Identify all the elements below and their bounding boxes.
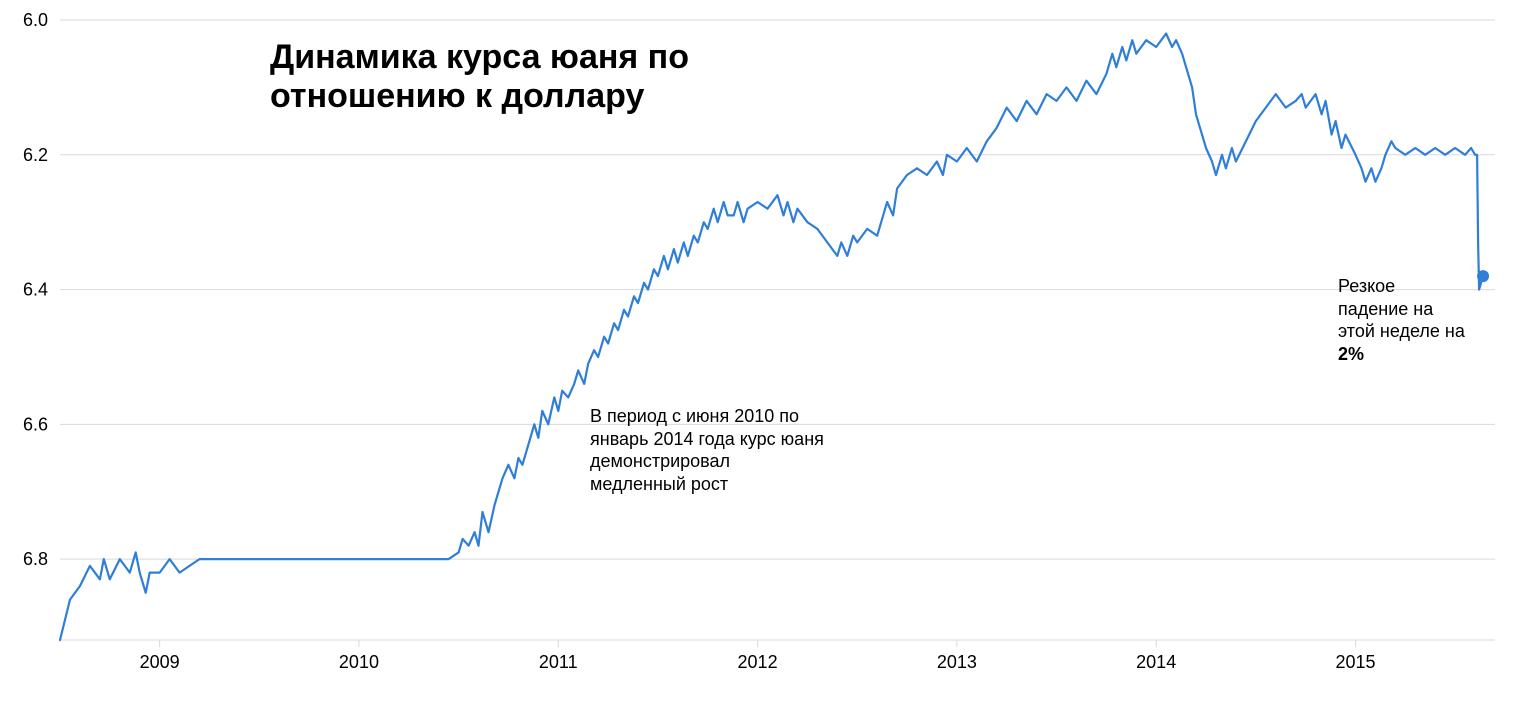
svg-text:2009: 2009	[140, 652, 180, 672]
annotation-growth-text: В период с июня 2010 по январь 2014 года…	[590, 406, 824, 494]
chart-svg: 6.0 6.2 6.4 6.6 6.8 2009 2010 2011 2012 2013 2014 2…	[0, 0, 1520, 705]
annotation-drop-prefix: Резкое падение на этой неделе на	[1338, 276, 1465, 341]
annotation-growth-period: В период с июня 2010 по январь 2014 года…	[590, 405, 830, 495]
svg-text:6.2: 6.2	[23, 145, 48, 165]
svg-text:6.6: 6.6	[23, 414, 48, 434]
svg-text:2011: 2011	[539, 652, 578, 672]
svg-text:2012: 2012	[738, 652, 778, 672]
svg-text:6.8: 6.8	[23, 549, 48, 569]
svg-text:6.4: 6.4	[23, 280, 48, 300]
annotation-drop-highlight: 2%	[1338, 344, 1364, 364]
svg-text:2015: 2015	[1335, 652, 1375, 672]
title-line1: Динамика курса юаня по	[270, 38, 689, 76]
svg-text:6.0: 6.0	[23, 10, 48, 30]
chart-title: Динамика курса юаня по отношению к долла…	[270, 38, 689, 116]
svg-text:2010: 2010	[339, 652, 379, 672]
title-line2: отношению к доллару	[270, 77, 644, 115]
svg-text:2014: 2014	[1136, 652, 1176, 672]
annotation-drop: Резкое падение на этой неделе на 2%	[1338, 275, 1468, 365]
svg-text:2013: 2013	[937, 652, 977, 672]
yuan-chart: 6.0 6.2 6.4 6.6 6.8 2009 2010 2011 2012 2013 2014 2…	[0, 0, 1520, 705]
